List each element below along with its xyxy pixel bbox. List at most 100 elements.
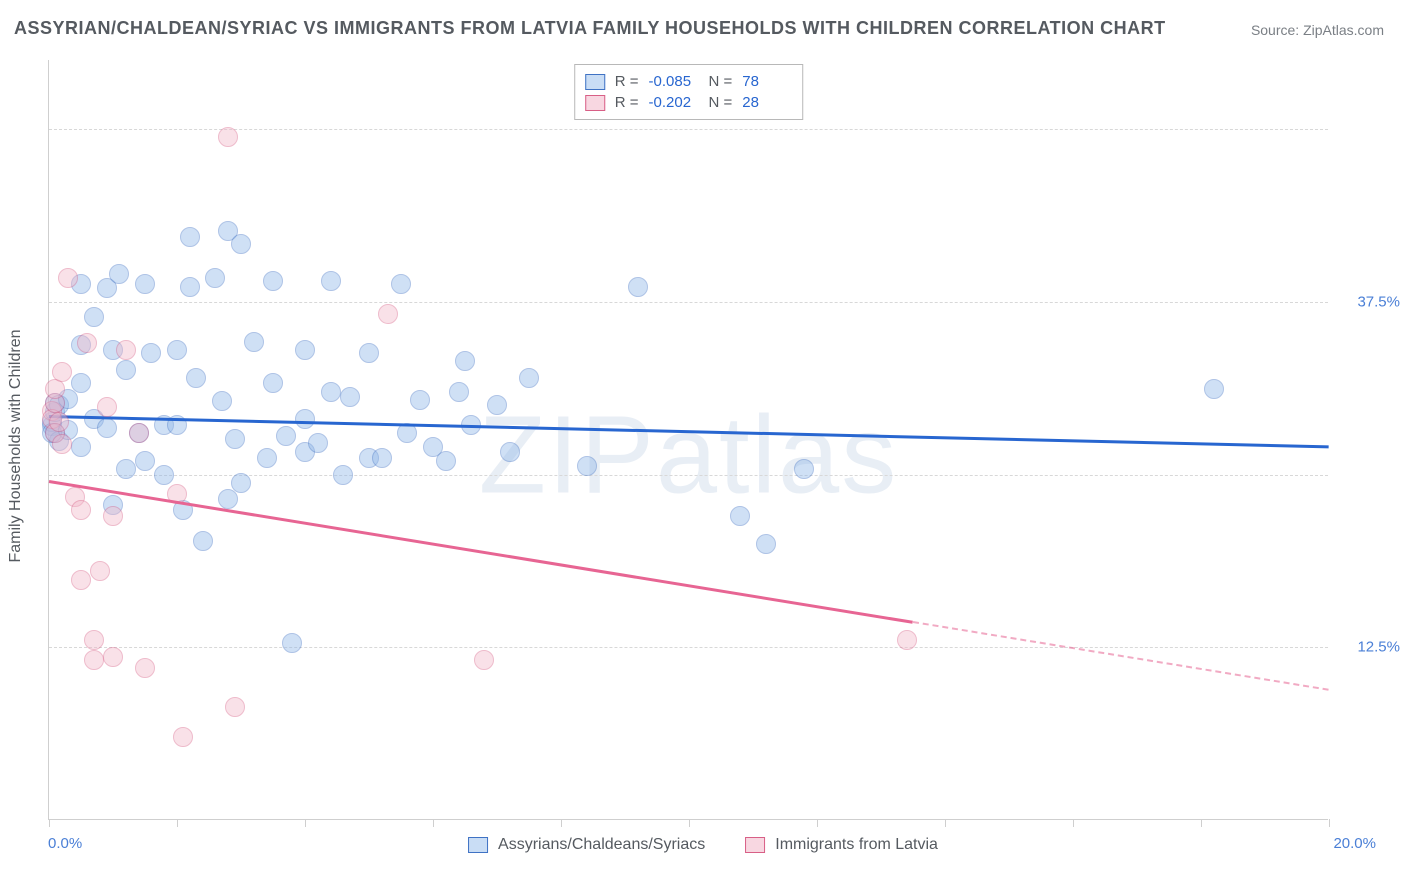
source-label: Source: ZipAtlas.com xyxy=(1251,22,1384,38)
data-point xyxy=(244,332,264,352)
data-point xyxy=(116,360,136,380)
stat-r-value: -0.085 xyxy=(649,73,699,90)
stat-r-label: R = xyxy=(615,94,639,111)
data-point xyxy=(449,382,469,402)
data-point xyxy=(231,234,251,254)
legend-swatch-icon xyxy=(745,837,765,853)
stat-legend-row: R =-0.202N =28 xyxy=(585,92,793,113)
data-point xyxy=(436,451,456,471)
data-point xyxy=(730,506,750,526)
stat-n-value: 28 xyxy=(742,94,792,111)
data-point xyxy=(167,340,187,360)
data-point xyxy=(52,434,72,454)
x-tick xyxy=(1073,819,1074,827)
data-point xyxy=(321,382,341,402)
data-point xyxy=(180,277,200,297)
data-point xyxy=(154,465,174,485)
bottom-legend: Assyrians/Chaldeans/Syriacs Immigrants fr… xyxy=(468,836,938,854)
data-point xyxy=(84,650,104,670)
data-point xyxy=(135,451,155,471)
data-point xyxy=(231,473,251,493)
data-point xyxy=(97,418,117,438)
x-tick xyxy=(561,819,562,827)
data-point xyxy=(71,500,91,520)
data-point xyxy=(333,465,353,485)
data-point xyxy=(71,437,91,457)
x-tick-max: 20.0% xyxy=(1333,835,1376,852)
data-point xyxy=(77,333,97,353)
data-point xyxy=(391,274,411,294)
data-point xyxy=(577,456,597,476)
data-point xyxy=(897,630,917,650)
legend-swatch-icon xyxy=(585,74,605,90)
stat-r-value: -0.202 xyxy=(649,94,699,111)
data-point xyxy=(295,409,315,429)
data-point xyxy=(225,429,245,449)
data-point xyxy=(103,506,123,526)
data-point xyxy=(97,397,117,417)
x-tick xyxy=(689,819,690,827)
legend-swatch-icon xyxy=(585,95,605,111)
data-point xyxy=(212,391,232,411)
data-point xyxy=(308,433,328,453)
trend-line xyxy=(49,480,913,624)
x-tick-min: 0.0% xyxy=(48,835,82,852)
data-point xyxy=(282,633,302,653)
data-point xyxy=(263,373,283,393)
y-axis-title: Family Households with Children xyxy=(7,330,25,563)
data-point xyxy=(218,489,238,509)
x-tick xyxy=(177,819,178,827)
stat-legend: R =-0.085N =78R =-0.202N =28 xyxy=(574,64,804,120)
data-point xyxy=(263,271,283,291)
legend-item: Assyrians/Chaldeans/Syriacs xyxy=(468,836,705,854)
data-point xyxy=(186,368,206,388)
data-point xyxy=(474,650,494,670)
chart-title: ASSYRIAN/CHALDEAN/SYRIAC VS IMMIGRANTS F… xyxy=(14,18,1166,39)
data-point xyxy=(378,304,398,324)
data-point xyxy=(321,271,341,291)
watermark: ZIPatlas xyxy=(479,391,898,518)
x-tick xyxy=(1329,819,1330,827)
x-tick xyxy=(49,819,50,827)
data-point xyxy=(109,264,129,284)
data-point xyxy=(756,534,776,554)
data-point xyxy=(103,647,123,667)
data-point xyxy=(71,570,91,590)
data-point xyxy=(205,268,225,288)
stat-r-label: R = xyxy=(615,73,639,90)
x-tick xyxy=(945,819,946,827)
legend-swatch-icon xyxy=(468,837,488,853)
data-point xyxy=(193,531,213,551)
data-point xyxy=(141,343,161,363)
data-point xyxy=(628,277,648,297)
y-tick-label: 12.5% xyxy=(1357,639,1400,656)
trend-line xyxy=(913,621,1329,691)
data-point xyxy=(410,390,430,410)
data-point xyxy=(58,268,78,288)
data-point xyxy=(135,274,155,294)
data-point xyxy=(519,368,539,388)
data-point xyxy=(173,727,193,747)
data-point xyxy=(1204,379,1224,399)
x-tick xyxy=(817,819,818,827)
data-point xyxy=(49,412,69,432)
data-point xyxy=(90,561,110,581)
data-point xyxy=(218,127,238,147)
legend-item: Immigrants from Latvia xyxy=(745,836,938,854)
data-point xyxy=(84,307,104,327)
data-point xyxy=(359,343,379,363)
data-point xyxy=(225,697,245,717)
legend-label: Immigrants from Latvia xyxy=(775,836,938,854)
plot-area: ZIPatlas R =-0.085N =78R =-0.202N =28 12… xyxy=(48,60,1328,820)
legend-label: Assyrians/Chaldeans/Syriacs xyxy=(498,836,705,854)
data-point xyxy=(116,340,136,360)
x-tick xyxy=(433,819,434,827)
data-point xyxy=(71,373,91,393)
data-point xyxy=(84,630,104,650)
data-point xyxy=(276,426,296,446)
data-point xyxy=(372,448,392,468)
data-point xyxy=(295,340,315,360)
data-point xyxy=(129,423,149,443)
data-point xyxy=(180,227,200,247)
stat-legend-row: R =-0.085N =78 xyxy=(585,71,793,92)
